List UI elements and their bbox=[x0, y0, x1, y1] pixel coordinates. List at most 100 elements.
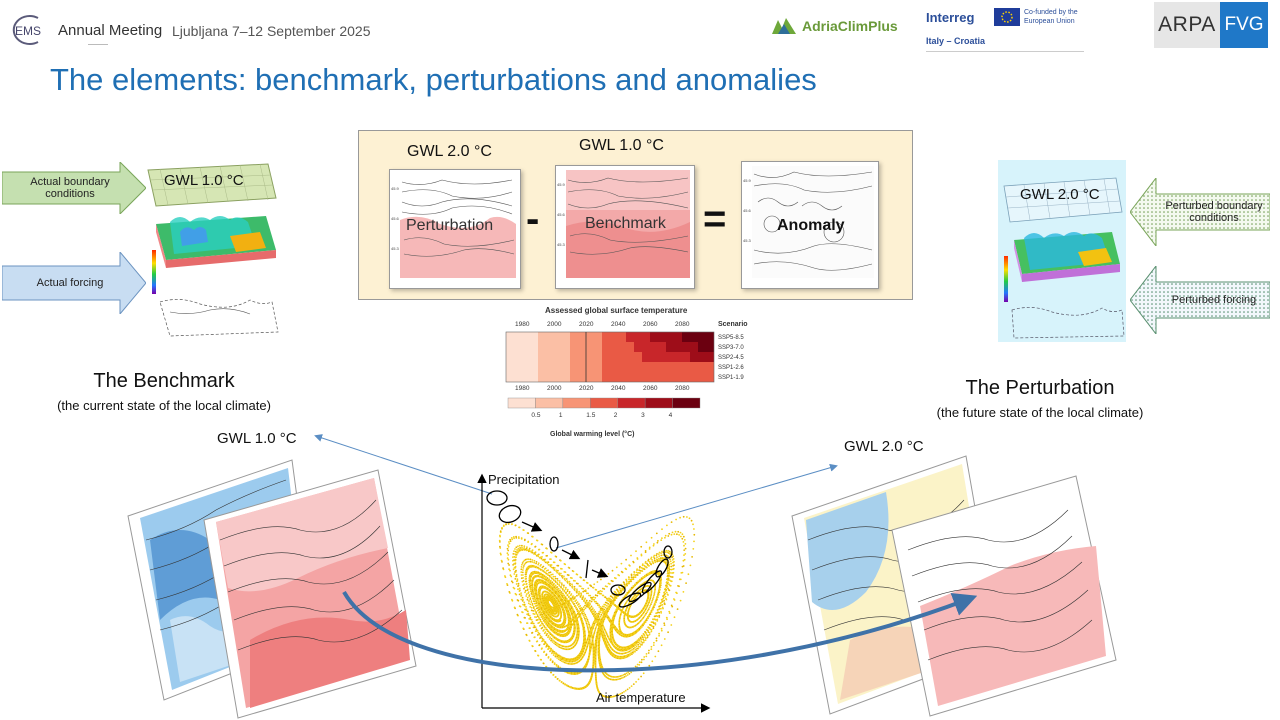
attractor-point bbox=[569, 608, 572, 611]
attractor-point bbox=[583, 626, 585, 629]
attractor-point bbox=[670, 568, 673, 571]
attractor-point bbox=[670, 521, 673, 523]
attractor-point bbox=[542, 570, 545, 572]
attractor-point bbox=[608, 606, 611, 609]
attractor-point bbox=[545, 653, 548, 656]
attractor-point bbox=[651, 660, 654, 663]
attractor-point bbox=[587, 622, 590, 624]
attractor-point bbox=[691, 556, 693, 558]
attractor-point bbox=[658, 551, 661, 554]
attractor-point bbox=[512, 564, 514, 566]
attractor-point bbox=[682, 591, 685, 593]
attractor-point bbox=[669, 579, 671, 582]
attractor-point bbox=[591, 608, 593, 611]
attractor-point bbox=[642, 641, 645, 644]
ipcc-stripe-cell bbox=[538, 362, 570, 372]
attractor-point bbox=[559, 581, 561, 584]
attractor-point bbox=[539, 636, 542, 639]
attractor-point bbox=[531, 581, 533, 583]
attractor-point bbox=[558, 679, 561, 682]
attractor-point bbox=[683, 558, 686, 561]
attractor-point bbox=[543, 650, 546, 653]
attractor-point bbox=[656, 556, 658, 558]
attractor-point bbox=[591, 607, 594, 610]
attractor-point bbox=[656, 618, 659, 621]
attractor-point bbox=[650, 621, 653, 624]
attractor-point bbox=[528, 581, 531, 584]
attractor-point bbox=[598, 606, 601, 608]
attractor-point bbox=[549, 564, 551, 566]
attractor-point bbox=[671, 572, 674, 574]
attractor-point bbox=[594, 613, 597, 616]
attractor-point bbox=[586, 625, 589, 628]
attractor-point bbox=[519, 547, 521, 549]
attractor-point bbox=[648, 633, 651, 636]
attractor-point bbox=[566, 588, 569, 591]
attractor-point bbox=[534, 600, 537, 602]
attractor-point bbox=[526, 546, 528, 548]
attractor-point bbox=[558, 584, 561, 586]
benchmark-heading: The Benchmark bbox=[93, 370, 235, 392]
attractor-point bbox=[529, 627, 531, 629]
attractor-point bbox=[514, 553, 516, 555]
attractor-point bbox=[547, 656, 550, 658]
attractor-point bbox=[679, 599, 682, 602]
attractor-point bbox=[526, 561, 529, 563]
attractor-point bbox=[685, 582, 687, 584]
attractor-point bbox=[654, 622, 657, 624]
attractor-point bbox=[593, 612, 596, 614]
attractor-point bbox=[660, 610, 662, 613]
attractor-point bbox=[641, 643, 643, 646]
attractor-point bbox=[646, 611, 648, 614]
attractor-point bbox=[517, 582, 520, 585]
attractor-point bbox=[654, 602, 656, 604]
attractor-point bbox=[668, 532, 671, 535]
attractor-point bbox=[593, 583, 596, 586]
attractor-point bbox=[557, 590, 560, 593]
perturbation-map-front bbox=[891, 475, 1117, 717]
attractor-point bbox=[575, 582, 578, 585]
attractor-point bbox=[516, 578, 519, 581]
attractor-point bbox=[585, 622, 588, 625]
attractor-point bbox=[547, 622, 550, 625]
attractor-point bbox=[539, 606, 542, 609]
attractor-point bbox=[662, 595, 665, 597]
ipcc-year-top: 2020 bbox=[579, 321, 594, 328]
attractor-point bbox=[534, 650, 536, 652]
attractor-point bbox=[545, 644, 548, 647]
left-gwl-label: GWL 1.0 °C bbox=[164, 172, 244, 189]
attractor-point bbox=[506, 552, 509, 555]
attractor-point bbox=[600, 613, 603, 616]
ipcc-chart: Assessed global surface temperature Scen… bbox=[500, 302, 760, 442]
attractor-point bbox=[541, 647, 543, 650]
ipcc-scenario-label: SSP1-1.9 bbox=[718, 375, 744, 381]
attractor-point bbox=[657, 611, 659, 614]
attractor-point bbox=[547, 561, 550, 564]
attractor-point bbox=[683, 554, 685, 556]
attractor-point bbox=[640, 640, 643, 643]
attractor-point bbox=[667, 589, 670, 591]
attractor-point bbox=[512, 556, 514, 558]
attractor-point bbox=[650, 648, 653, 651]
attractor-point bbox=[639, 636, 642, 639]
attractor-point bbox=[584, 607, 587, 610]
attractor-point bbox=[533, 626, 536, 629]
attractor-point bbox=[625, 583, 628, 586]
attractor-point bbox=[632, 578, 634, 581]
attractor-point bbox=[576, 594, 578, 597]
attractor-point bbox=[678, 585, 680, 588]
attractor-point bbox=[603, 613, 605, 616]
attractor-point bbox=[670, 565, 673, 568]
attractor-point bbox=[531, 645, 534, 647]
attractor-point bbox=[538, 567, 541, 570]
attractor-point bbox=[583, 616, 586, 619]
attractor-point bbox=[540, 627, 543, 630]
adria-leaf-icon bbox=[772, 18, 796, 34]
attractor-point bbox=[547, 564, 550, 566]
attractor-point bbox=[508, 568, 510, 571]
attractor-point bbox=[626, 674, 629, 676]
attractor-point bbox=[545, 578, 547, 581]
attractor-point bbox=[562, 661, 565, 663]
attractor-point bbox=[563, 661, 566, 664]
attractor-point bbox=[530, 564, 533, 567]
